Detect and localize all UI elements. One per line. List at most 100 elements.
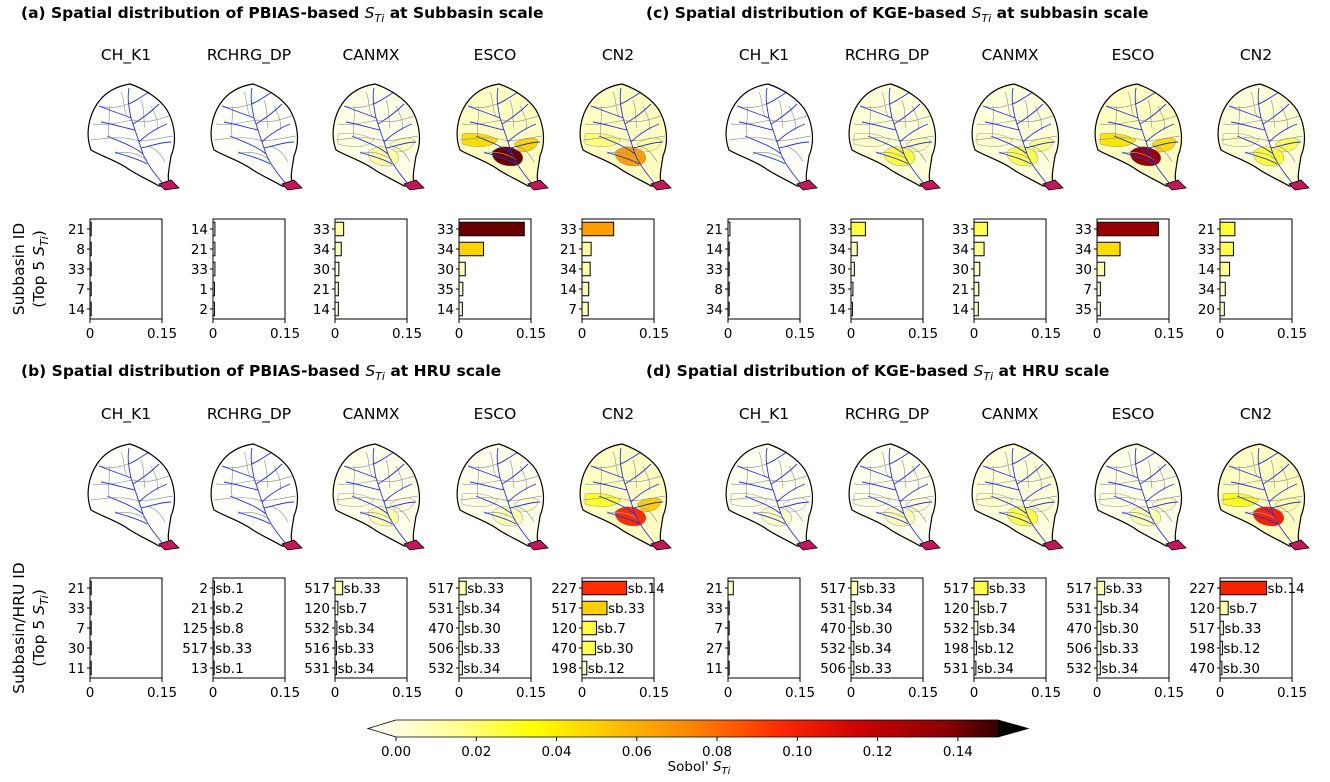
axes-frame (727, 577, 801, 679)
subbasin-boundary (1030, 505, 1050, 523)
subbasin-boundary (784, 505, 804, 523)
stream-line (359, 511, 393, 525)
colorbar-tick-label: 0.04 (542, 744, 572, 760)
bar-label: sb.33 (989, 581, 1026, 597)
stream-line (1270, 141, 1302, 149)
subbasin-boundary (730, 479, 772, 485)
x-tick-label: 0.15 (147, 685, 177, 701)
bar (1219, 241, 1234, 257)
stream-line (351, 135, 389, 155)
stream-line (598, 495, 636, 515)
stream-line (901, 141, 933, 149)
panel-b: (b) Spatial distribution of PBIAS-based … (21, 362, 672, 701)
bar (973, 640, 977, 656)
bar (89, 600, 92, 616)
subbasin-boundary (391, 505, 411, 523)
subbasin-boundary (337, 119, 379, 125)
bar (850, 660, 855, 676)
subbasin-boundary (851, 497, 897, 501)
bar (212, 660, 215, 676)
x-tick-label: 0.15 (639, 685, 669, 701)
subbasin-boundary (976, 119, 1018, 125)
parameter-name: ESCO (474, 405, 517, 423)
bar-chart-ch-k1: 21 14 33 8 340 0.15 (706, 218, 815, 342)
bar (973, 301, 979, 317)
outlet-icon (1288, 539, 1310, 551)
subbasin-boundary (213, 497, 259, 501)
stream-line (1134, 447, 1171, 545)
bar (458, 580, 467, 596)
stream-line (752, 511, 786, 525)
y-tick-label: 11 (706, 661, 723, 677)
stream-line (98, 465, 132, 479)
bar (212, 640, 215, 656)
stream-line (752, 151, 786, 165)
stream-line (765, 87, 802, 185)
subbasin-boundary (385, 99, 391, 129)
x-tick-label: 0 (578, 685, 587, 701)
subbasin-boundary (1157, 105, 1165, 131)
subbasin-boundary (263, 99, 269, 129)
subbasin-boundary (907, 145, 927, 163)
stream-line (1236, 135, 1274, 155)
bar (1219, 580, 1268, 596)
bar-chart-cn2: 21 33 14 34 200 0.15 (1198, 218, 1307, 342)
x-tick-label: 0.15 (1031, 326, 1061, 342)
stream-line (251, 451, 273, 465)
stream-line (990, 135, 1028, 155)
bar (334, 600, 339, 616)
outlet-icon (919, 179, 941, 191)
watershed-map (579, 443, 672, 551)
stream-line (497, 91, 519, 105)
subbasin-boundary (385, 459, 391, 489)
stream-line (250, 87, 287, 185)
outlet-icon (158, 539, 180, 551)
subbasin-boundary (515, 145, 535, 163)
x-tick-label: 0 (331, 326, 340, 342)
y-tick-label: 13 (191, 661, 208, 677)
bar (212, 221, 216, 237)
parameter-name: CH_K1 (101, 46, 151, 65)
hotspot-region (461, 493, 499, 507)
bar-label: sb.2 (215, 601, 243, 617)
stream-line (100, 121, 136, 131)
y-tick-label: 30 (952, 262, 969, 278)
subbasin-boundary (90, 497, 136, 501)
stream-line (990, 495, 1028, 515)
stream-line (606, 511, 640, 525)
x-tick-label: 0 (86, 685, 95, 701)
subbasin-boundary (728, 137, 774, 141)
y-tick-label: 14 (191, 222, 208, 238)
subbasin-boundary (477, 105, 479, 137)
stream-line (1268, 123, 1298, 143)
bar (212, 261, 216, 277)
bar (850, 600, 856, 616)
stream-line (261, 483, 291, 503)
subbasin-boundary (150, 105, 158, 131)
bar (1219, 281, 1226, 297)
y-tick-label: 470 (1066, 621, 1092, 637)
bar (89, 301, 92, 317)
stream-line (229, 495, 267, 515)
y-tick-label: 517 (820, 581, 846, 597)
subbasin-boundary (869, 105, 871, 137)
bar (727, 600, 730, 616)
stream-line (385, 501, 417, 509)
x-tick-label: 0.15 (908, 326, 938, 342)
outlet-icon (1288, 179, 1310, 191)
subbasin-boundary (911, 465, 919, 491)
subbasin-boundary (1030, 145, 1050, 163)
subbasin-boundary (1157, 465, 1165, 491)
watershed-map (332, 83, 425, 191)
bar (850, 301, 853, 317)
hotspot-region (853, 133, 891, 147)
subbasin-boundary (108, 105, 110, 137)
x-tick-label: 0 (209, 685, 218, 701)
bar (458, 640, 463, 656)
bar-label: sb.33 (215, 641, 252, 657)
bar-label: sb.34 (1102, 601, 1139, 617)
bar (581, 261, 591, 277)
subbasin-boundary (335, 137, 381, 141)
stream-line (1113, 135, 1151, 155)
stream-line (590, 105, 624, 119)
